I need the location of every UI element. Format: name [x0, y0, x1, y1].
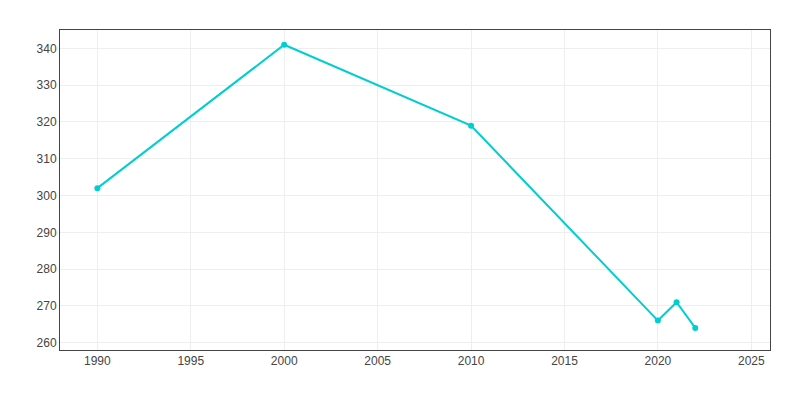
svg-text:310: 310 [37, 152, 57, 166]
svg-text:270: 270 [37, 299, 57, 313]
svg-text:2020: 2020 [645, 354, 672, 368]
svg-text:1995: 1995 [177, 354, 204, 368]
svg-text:2005: 2005 [364, 354, 391, 368]
svg-text:320: 320 [37, 115, 57, 129]
svg-text:290: 290 [37, 226, 57, 240]
svg-text:280: 280 [37, 262, 57, 276]
svg-text:260: 260 [37, 336, 57, 350]
svg-text:2010: 2010 [458, 354, 485, 368]
svg-text:2015: 2015 [551, 354, 578, 368]
svg-text:2000: 2000 [271, 354, 298, 368]
svg-text:2025: 2025 [738, 354, 765, 368]
svg-text:1990: 1990 [84, 354, 111, 368]
svg-text:330: 330 [37, 78, 57, 92]
svg-text:340: 340 [37, 42, 57, 56]
svg-text:300: 300 [37, 189, 57, 203]
